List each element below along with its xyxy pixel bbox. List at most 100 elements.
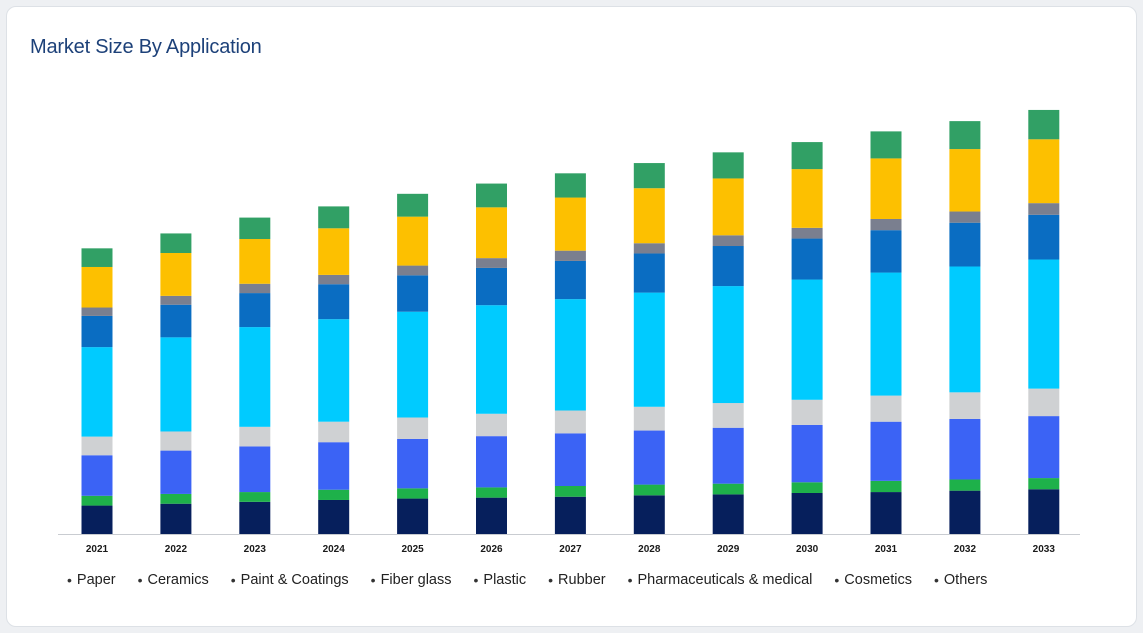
bar-segment-others-2030: [791, 142, 823, 170]
x-tick-label: 2030: [796, 544, 819, 555]
legend-item: • Ceramics: [138, 572, 209, 588]
bar-segment-paint-coatings-2026: [476, 436, 507, 488]
bar-segment-rubber-2027: [554, 260, 586, 300]
bar-segment-pharmaceuticals-medical-2026: [476, 258, 507, 268]
bar-segment-cosmetics-2030: [791, 169, 823, 228]
bar-segment-plastic-2024: [318, 319, 350, 422]
bar-stack-2031: [870, 131, 902, 534]
bar-segment-plastic-2032: [949, 266, 981, 393]
bar-stack-2024: [318, 206, 350, 534]
x-tick-label: 2024: [323, 544, 346, 555]
bar-segment-ceramics-2023: [239, 492, 271, 502]
bar-segment-paint-coatings-2022: [160, 450, 192, 494]
bar-segment-rubber-2026: [476, 267, 507, 306]
legend-bullet-icon: •: [473, 572, 479, 588]
legend-bullet-icon: •: [67, 572, 72, 588]
bar-segment-paint-coatings-2030: [791, 424, 823, 483]
bar-segment-cosmetics-2023: [239, 239, 271, 284]
bar-segment-paper-2033: [1028, 489, 1060, 534]
bar-segment-others-2024: [318, 206, 350, 229]
bar-segment-cosmetics-2022: [160, 253, 192, 296]
bar-segment-fiber-glass-2033: [1028, 388, 1060, 417]
bar-segment-ceramics-2021: [81, 495, 113, 506]
bar-segment-fiber-glass-2025: [397, 417, 429, 439]
x-tick-label: 2021: [86, 544, 109, 555]
bar-segment-rubber-2022: [160, 304, 192, 338]
x-tick-label: 2031: [875, 544, 898, 555]
bar-stack-2025: [397, 193, 429, 534]
bar-segment-fiber-glass-2021: [81, 436, 113, 456]
bar-segment-fiber-glass-2024: [318, 421, 350, 443]
bar-segment-others-2027: [554, 173, 586, 198]
bar-segment-rubber-2025: [397, 275, 429, 312]
bar-segment-fiber-glass-2026: [476, 413, 507, 437]
bar-segment-paper-2031: [870, 492, 902, 534]
legend-item: • Fiber glass: [371, 572, 452, 588]
legend-bullet-icon: •: [548, 572, 554, 588]
bar-segment-paint-coatings-2028: [633, 430, 665, 485]
bar-segment-ceramics-2033: [1028, 478, 1060, 490]
bar-segment-paper-2021: [81, 505, 113, 534]
bar-segment-plastic-2023: [239, 327, 271, 427]
bar-segment-cosmetics-2025: [397, 216, 429, 266]
bar-segment-pharmaceuticals-medical-2025: [397, 265, 429, 276]
bar-segment-cosmetics-2027: [554, 197, 586, 251]
bar-segment-paper-2024: [318, 499, 350, 534]
legend-label: Plastic: [483, 572, 527, 588]
bar-segment-rubber-2024: [318, 284, 350, 320]
bar-segment-fiber-glass-2029: [712, 403, 744, 428]
bar-segment-pharmaceuticals-medical-2022: [160, 295, 192, 305]
legend-bullet-icon: •: [137, 572, 143, 588]
bar-segment-pharmaceuticals-medical-2033: [1028, 203, 1060, 215]
bar-segment-plastic-2029: [712, 286, 744, 404]
bar-segment-fiber-glass-2030: [791, 399, 823, 425]
legend-bullet-icon: •: [933, 572, 939, 588]
bar-segment-cosmetics-2033: [1028, 139, 1060, 204]
bar-segment-pharmaceuticals-medical-2021: [81, 307, 113, 316]
bar-stack-2030: [791, 142, 823, 534]
legend-item: • Paint & Coatings: [231, 572, 349, 588]
legend-label: Paper: [76, 572, 116, 588]
bar-segment-paper-2025: [397, 498, 429, 534]
legend-bullet-icon: •: [230, 572, 236, 588]
bar-segment-cosmetics-2021: [81, 266, 113, 308]
bar-stack-2028: [633, 163, 665, 534]
bar-segment-ceramics-2028: [633, 484, 665, 496]
bar-segment-plastic-2033: [1028, 259, 1060, 389]
bar-segment-pharmaceuticals-medical-2032: [949, 211, 981, 223]
bar-segment-paint-coatings-2021: [81, 455, 113, 496]
bar-segment-cosmetics-2031: [870, 158, 902, 219]
bar-segment-pharmaceuticals-medical-2028: [633, 243, 665, 254]
legend-item: • Plastic: [474, 572, 527, 588]
bar-segment-rubber-2028: [633, 253, 665, 293]
bar-stack-2029: [712, 152, 744, 534]
chart-title: Market Size By Application: [30, 36, 262, 58]
bar-segment-paint-coatings-2033: [1028, 416, 1060, 479]
bar-segment-others-2028: [633, 163, 665, 189]
x-tick-label: 2027: [559, 544, 582, 555]
bar-segment-fiber-glass-2023: [239, 426, 271, 447]
bar-segment-others-2031: [870, 131, 902, 159]
x-tick-label: 2029: [717, 544, 740, 555]
legend-item: • Paper: [67, 572, 116, 588]
bar-segment-paper-2027: [554, 496, 586, 534]
x-tick-label: 2025: [401, 544, 424, 555]
bar-segment-others-2025: [397, 193, 429, 217]
bar-segment-paper-2032: [949, 490, 981, 534]
bar-segment-rubber-2033: [1028, 214, 1060, 260]
bar-segment-others-2029: [712, 152, 744, 179]
legend-item: • Rubber: [548, 572, 605, 588]
bar-segment-rubber-2031: [870, 230, 902, 273]
bar-segment-paint-coatings-2027: [554, 433, 586, 486]
bar-segment-ceramics-2030: [791, 482, 823, 493]
bar-segment-paint-coatings-2025: [397, 438, 429, 489]
bar-segment-rubber-2032: [949, 222, 981, 267]
bar-segment-paper-2023: [239, 501, 271, 534]
bar-segment-ceramics-2026: [476, 487, 507, 498]
bar-segment-ceramics-2032: [949, 479, 981, 491]
x-tick-label: 2033: [1033, 544, 1056, 555]
bar-stack-2026: [476, 183, 507, 534]
bar-segment-plastic-2022: [160, 337, 192, 432]
bar-segment-paint-coatings-2031: [870, 421, 902, 481]
